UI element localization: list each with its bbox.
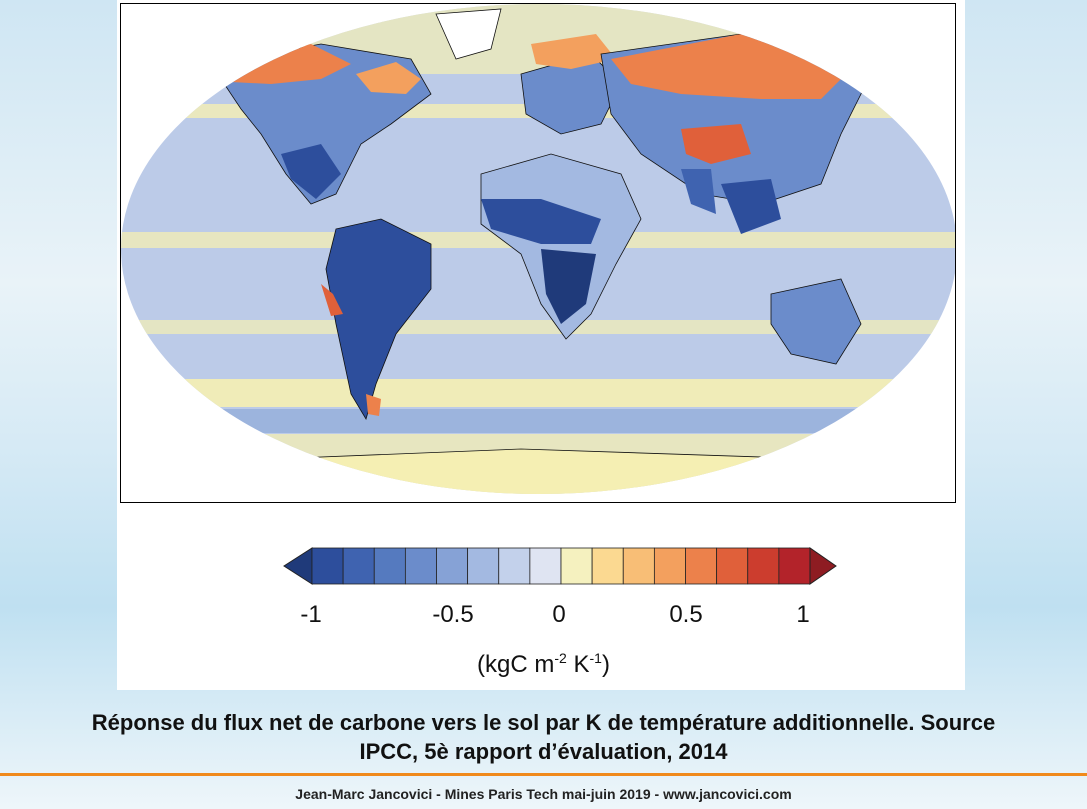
tibet-hotspot (681, 124, 751, 164)
colorbar-cell (498, 547, 531, 585)
world-map (121, 4, 955, 494)
unit-suffix: ) (601, 651, 610, 678)
footer-divider (0, 773, 1087, 776)
tick-label-zero: 0 (552, 601, 566, 628)
map-globe (121, 4, 955, 494)
colorbar-cell (716, 547, 749, 585)
hudson-region (356, 62, 421, 94)
unit-prefix: (kgC m (477, 651, 555, 678)
patagonia-hotspot (366, 394, 381, 416)
tick-label-1: 1 (796, 601, 810, 628)
colorbar-cell (622, 547, 655, 585)
andes-hotspot (321, 284, 343, 316)
india (681, 169, 716, 214)
colorbar-cell (529, 547, 562, 585)
colorbar-cell (373, 547, 406, 585)
unit-exponent-1: -2 (554, 650, 567, 666)
slide-caption: Réponse du flux net de carbone vers le s… (0, 708, 1087, 766)
colorbar-cell (653, 547, 686, 585)
colorbar-cell (685, 547, 718, 585)
ocean-band-south (121, 320, 955, 334)
colorbar-cells (283, 547, 837, 585)
tick-label-neg05: -0.5 (432, 601, 474, 628)
colorbar (283, 547, 837, 585)
footer-credit: Jean-Marc Jancovici - Mines Paris Tech m… (295, 786, 792, 802)
tick-label-neg1: -1 (300, 601, 322, 628)
tick-label-05: 0.5 (669, 601, 703, 628)
unit-mid: K (566, 651, 590, 678)
colorbar-cell (342, 547, 375, 585)
colorbar-cell (311, 547, 344, 585)
usa-southeast (281, 144, 341, 199)
colorbar-cell (591, 547, 624, 585)
scandinavia-region (531, 34, 616, 69)
colorbar-arrow-right (809, 547, 837, 585)
colorbar-cell (467, 547, 500, 585)
colorbar-arrow-left (283, 547, 313, 585)
colorbar-cell (747, 547, 780, 585)
caption-line-1: Réponse du flux net de carbone vers le s… (91, 710, 996, 735)
greenland (435, 8, 502, 60)
africa-central (481, 199, 601, 244)
africa-south (541, 249, 596, 324)
southern-blue-band (121, 409, 955, 433)
antarctica (270, 448, 822, 494)
world-map-frame (120, 3, 956, 503)
southeast-asia (721, 179, 781, 234)
australia (770, 278, 862, 365)
unit-exponent-2: -1 (589, 650, 602, 666)
colorbar-cell (404, 547, 437, 585)
caption-line-2: IPCC, 5è rapport d’évaluation, 2014 (359, 739, 728, 764)
colorbar-cell (778, 547, 811, 585)
southern-ocean-band (121, 379, 955, 407)
colorbar-cell (560, 547, 593, 585)
colorbar-unit-label: (kgC m-2 K-1) (0, 650, 1087, 679)
colorbar-cell (436, 547, 469, 585)
